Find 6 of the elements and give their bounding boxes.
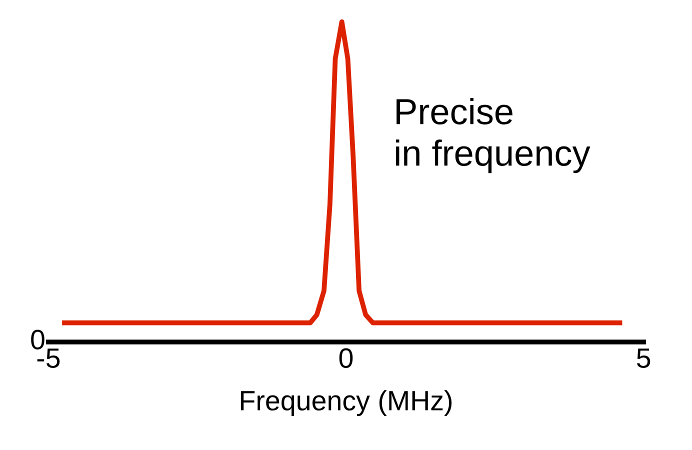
x-axis-title: Frequency (MHz) [241, 390, 452, 416]
x-tick-label: -5 [37, 348, 60, 368]
x-tick-label: 5 [636, 348, 650, 368]
annotation: Precise in frequency [396, 98, 590, 174]
text: 0 [31, 330, 44, 350]
x-tick-label: 0 [339, 348, 353, 368]
